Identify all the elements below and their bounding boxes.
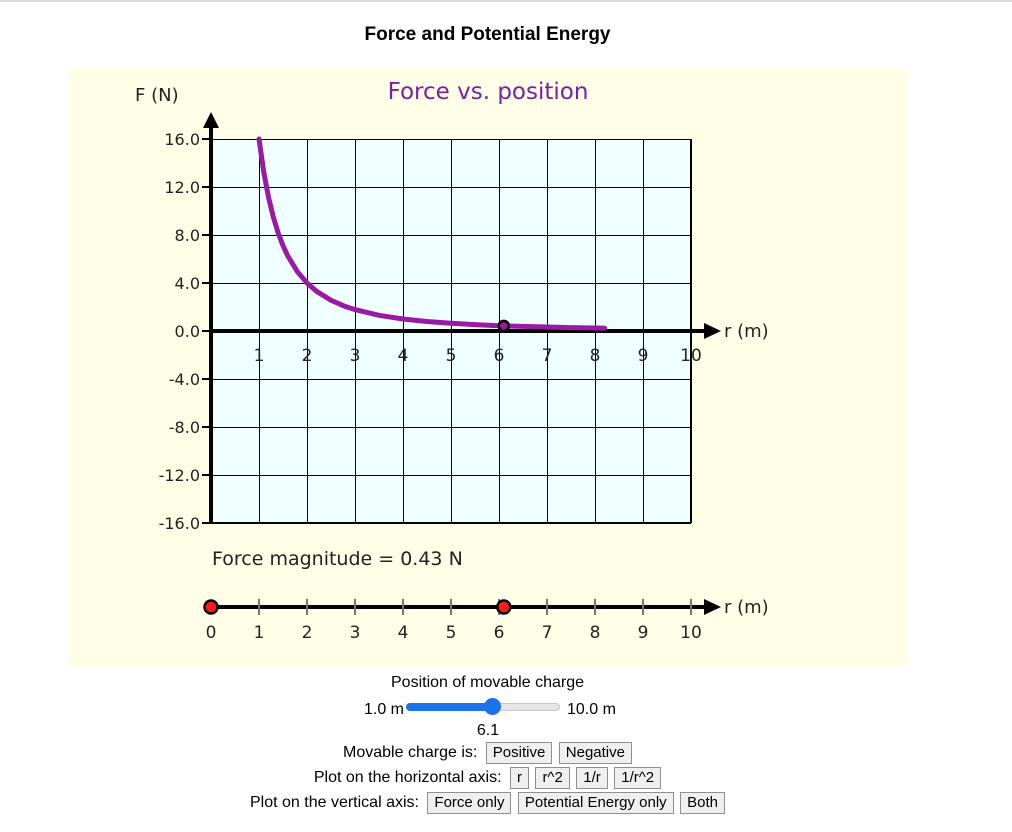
x-tick-labels: 1 2 3 4 5 6 7 8 9 10 (254, 346, 702, 366)
vertical-axis-label: Plot on the vertical axis: (250, 794, 419, 811)
x-axis-arrowhead (704, 323, 721, 339)
track-tick-label: 8 (590, 623, 601, 643)
slider-value: 6.1 (476, 722, 500, 739)
x-tick-label: 7 (542, 346, 553, 366)
horizontal-r-squared-button[interactable]: r^2 (535, 767, 570, 789)
horizontal-r-button[interactable]: r (509, 767, 529, 789)
y-tick-label: -4.0 (169, 370, 200, 389)
x-tick-label: 3 (350, 346, 361, 366)
x-axis-label: r (m) (724, 321, 769, 342)
slider-thumb[interactable] (483, 698, 501, 715)
position-slider[interactable] (406, 698, 560, 715)
x-tick-label: 1 (254, 346, 265, 366)
track-tick-label: 4 (398, 623, 409, 643)
force-curve (256, 136, 608, 331)
x-tick-label: 5 (446, 346, 457, 366)
horizontal-inverse-r-squared-button[interactable]: 1/r^2 (614, 767, 662, 789)
y-tick-label: -8.0 (169, 418, 200, 437)
track-tick-label: 9 (638, 623, 649, 643)
horizontal-axis-label: Plot on the horizontal axis: (313, 769, 502, 786)
track-arrowhead (704, 599, 721, 615)
x-tick-label: 9 (638, 346, 649, 366)
charge-sign-row: Movable charge is: Positive Negative (0, 742, 975, 764)
charge-sign-label: Movable charge is: (343, 744, 478, 761)
slider-fill (406, 703, 493, 711)
track-tick-label: 3 (350, 623, 361, 643)
x-tick-label: 4 (398, 346, 409, 366)
x-tick-label: 8 (590, 346, 601, 366)
track-tick-label: 0 (206, 623, 217, 643)
horizontal-axis-row: Plot on the horizontal axis: r r^2 1/r 1… (0, 767, 975, 789)
top-divider (0, 0, 1012, 2)
force-readout: Force magnitude = 0.43 N (212, 548, 463, 570)
horizontal-inverse-r-button[interactable]: 1/r (576, 767, 608, 789)
page-title: Force and Potential Energy (364, 24, 611, 45)
track-axis-label: r (m) (724, 597, 769, 618)
y-axis-label: F (N) (135, 85, 179, 106)
x-tick-label: 10 (680, 346, 702, 366)
track-tick-label: 7 (542, 623, 553, 643)
y-tick-label: 12.0 (164, 178, 200, 197)
track-tick-label: 5 (446, 623, 457, 643)
movable-charge[interactable] (496, 599, 512, 615)
y-tick-marks (202, 138, 211, 524)
potential-energy-only-button[interactable]: Potential Energy only (517, 792, 674, 814)
y-axis-arrowhead (203, 112, 219, 128)
y-tick-label: 0.0 (175, 322, 200, 341)
track-tick-labels: 0 1 2 3 4 5 6 7 8 9 10 (206, 623, 702, 643)
vertical-axis-row: Plot on the vertical axis: Force only Po… (0, 792, 975, 814)
track-tick-label: 10 (680, 623, 702, 643)
y-tick-labels: 16.0 12.0 8.0 4.0 0.0 -4.0 -8.0 -12.0 -16.0 (159, 130, 200, 533)
slider-min-label: 1.0 m (363, 701, 404, 718)
x-tick-label: 6 (494, 346, 505, 366)
y-tick-label: -16.0 (159, 514, 200, 533)
positive-button[interactable]: Positive (485, 742, 553, 764)
y-tick-label: -12.0 (159, 466, 200, 485)
fixed-charge (203, 599, 219, 615)
force-only-button[interactable]: Force only (427, 792, 512, 814)
track-tick-label: 6 (494, 623, 505, 643)
y-tick-label: 16.0 (164, 130, 200, 149)
slider-max-label: 10.0 m (567, 701, 616, 718)
track-tick-label: 1 (254, 623, 265, 643)
graph-title: Force vs. position (388, 79, 589, 105)
negative-button[interactable]: Negative (558, 742, 632, 764)
slider-title: Position of movable charge (391, 674, 584, 691)
track-tick-label: 2 (302, 623, 313, 643)
y-tick-label: 4.0 (175, 274, 200, 293)
x-tick-label: 2 (302, 346, 313, 366)
y-tick-label: 8.0 (175, 226, 200, 245)
current-force-marker (497, 319, 511, 333)
both-button[interactable]: Both (680, 792, 725, 814)
